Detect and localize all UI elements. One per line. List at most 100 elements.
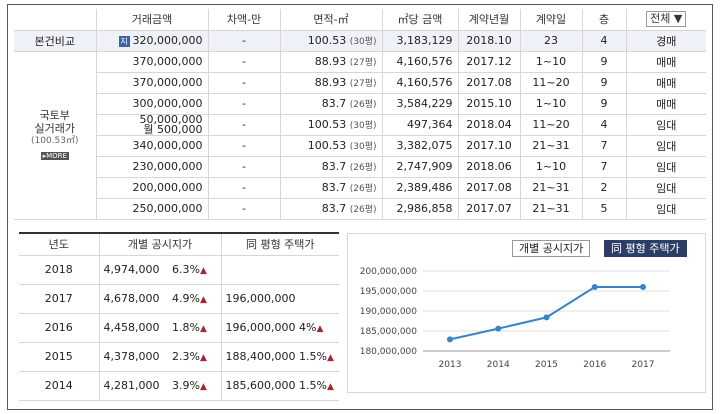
cell-type: 임대	[625, 197, 706, 220]
more-label: MORE	[46, 152, 67, 160]
cell-type: 매매	[625, 50, 706, 73]
pyeong-value: (30평)	[349, 121, 377, 131]
cell-per-m2: 3,584,229	[381, 92, 459, 115]
area-value: 83.7	[321, 160, 347, 173]
y-tick-label: 180,000,000	[360, 347, 418, 357]
header-year: 년도	[19, 232, 99, 256]
x-tick-label: 2013	[439, 360, 462, 370]
table-row: 2017 4,678,000 4.9%▲ 196,000,000	[19, 284, 339, 314]
table-row: 2014 4,281,000 3.9%▲ 185,600,000 1.5%▲	[19, 371, 339, 401]
cell-diff: -	[207, 176, 281, 199]
x-tick-label: 2014	[487, 360, 510, 370]
cell-area: 100.53 (30평)	[279, 134, 383, 157]
data-point	[495, 325, 502, 332]
pyeong-value: (27평)	[349, 58, 377, 68]
cell-day: 23	[519, 29, 583, 52]
header-contract-day: 계약일	[519, 9, 583, 31]
land-price-value: 4,378,000	[103, 350, 160, 363]
land-price-value: 4,281,000	[103, 379, 160, 392]
trade-table-header: 거래금액 차액-만 면적-㎡ ㎡당 금액 계약년월 계약일 층 전체 ▼	[14, 9, 706, 31]
header-per-m2: ㎡당 금액	[381, 9, 459, 31]
data-point	[591, 284, 598, 290]
x-tick-label: 2015	[535, 360, 558, 370]
area-value: 100.53	[307, 34, 347, 47]
cell-per-m2: 4,160,576	[381, 71, 459, 94]
price-table: 년도 개별 공시지가 同 평형 주택가 2018 4,974,000 6.3%▲…	[19, 232, 339, 401]
cell-ym: 2017.12	[457, 50, 521, 73]
tab-house-price[interactable]: 同 평형 주택가	[604, 240, 687, 257]
y-tick-label: 200,000,000	[360, 267, 418, 277]
more-button[interactable]: ▸MORE	[40, 152, 69, 160]
table-row: 2016 4,458,000 1.8%▲ 196,000,000 4%▲	[19, 313, 339, 343]
table-row: 2015 4,378,000 2.3%▲ 188,400,000 1.5%▲	[19, 342, 339, 372]
up-arrow-icon: ▲	[199, 324, 207, 334]
area-value: 83.7	[321, 202, 347, 215]
up-arrow-icon: ▲	[326, 353, 334, 363]
header-contract-ym: 계약년월	[457, 9, 521, 31]
cell-floor: 4	[581, 29, 627, 52]
cell-day: 1~10	[519, 50, 583, 73]
cell-day: 1~10	[519, 92, 583, 115]
table-row: 340,000,000 - 100.53 (30평) 3,382,075 201…	[14, 134, 706, 157]
table-row: 300,000,000 - 83.7 (26평) 3,584,229 2015.…	[14, 92, 706, 115]
tab-land-price[interactable]: 개별 공시지가	[512, 240, 591, 257]
land-change-pct: 1.8%	[171, 321, 200, 334]
cell-ym: 2017.07	[457, 197, 521, 220]
cell-ym: 2018.10	[457, 29, 521, 52]
table-row: 50,000,000 월 500,000 - 100.53 (30평) 497,3…	[14, 112, 706, 136]
price-value: 50,000,000	[139, 112, 203, 126]
land-change-pct: 2.3%	[171, 350, 200, 363]
cell-type: 임대	[625, 155, 706, 178]
data-point	[640, 284, 646, 290]
header-land-price: 개별 공시지가	[98, 232, 221, 256]
cell-ym: 2018.04	[457, 113, 521, 136]
up-arrow-icon: ▲	[199, 266, 207, 276]
cell-type: 임대	[625, 134, 706, 157]
area-value: 100.53	[307, 139, 347, 152]
cell-year: 2014	[19, 371, 99, 401]
row-label-self: 본건비교	[14, 29, 97, 52]
cell-house-price: 196,000,000	[220, 284, 339, 314]
cell-floor: 4	[581, 113, 627, 136]
table-row: 2018 4,974,000 6.3%▲	[19, 255, 339, 285]
cell-year: 2016	[19, 313, 99, 343]
cell-ym: 2015.10	[457, 92, 521, 115]
chart-panel: 200,000,000 195,000,000 190,000,000 185,000…	[347, 233, 706, 393]
price-value: 370,000,000	[132, 76, 203, 89]
cell-type: 임대	[625, 113, 706, 136]
land-price-value: 4,974,000	[103, 263, 160, 276]
cell-diff: -	[207, 113, 281, 136]
cell-type: 매매	[625, 71, 706, 94]
cell-ym: 2018.06	[457, 155, 521, 178]
filter-select[interactable]: 전체 ▼	[646, 11, 687, 28]
house-price-line-chart: 200,000,000 195,000,000 190,000,000 185,000…	[360, 267, 670, 370]
pyeong-value: (26평)	[349, 205, 377, 215]
cell-house-price: 185,600,000 1.5%▲	[220, 371, 339, 401]
cell-area: 83.7 (26평)	[279, 176, 383, 199]
house-price-value: 196,000,000	[225, 321, 296, 334]
table-row-self: 본건비교 지 320,000,000 - 100.53 (30평) 3,183,1…	[14, 29, 706, 52]
cell-ym: 2017.08	[457, 71, 521, 94]
up-arrow-icon: ▲	[199, 295, 207, 305]
header-price: 거래금액	[95, 9, 209, 31]
cell-area: 100.53 (30평)	[279, 113, 383, 136]
cell-house-price: 196,000,000 4%▲	[220, 313, 339, 343]
header-filter: 전체 ▼	[625, 9, 706, 31]
cell-day: 1~10	[519, 155, 583, 178]
cell-diff: -	[207, 71, 281, 94]
cell-price: 230,000,000	[95, 155, 209, 178]
cell-year: 2015	[19, 342, 99, 372]
price-value: 370,000,000	[132, 55, 203, 68]
cell-per-m2: 2,747,909	[381, 155, 459, 178]
area-value: 88.93	[314, 76, 347, 89]
area-value: 83.7	[321, 97, 347, 110]
group-title-1: 국토부	[39, 109, 70, 122]
cell-diff: -	[207, 155, 281, 178]
cell-diff: -	[207, 197, 281, 220]
cell-floor: 7	[581, 134, 627, 157]
cell-day: 21~31	[519, 176, 583, 199]
pyeong-value: (26평)	[349, 184, 377, 194]
cell-floor: 7	[581, 155, 627, 178]
land-change-pct: 6.3%	[171, 263, 200, 276]
cell-area: 83.7 (26평)	[279, 197, 383, 220]
